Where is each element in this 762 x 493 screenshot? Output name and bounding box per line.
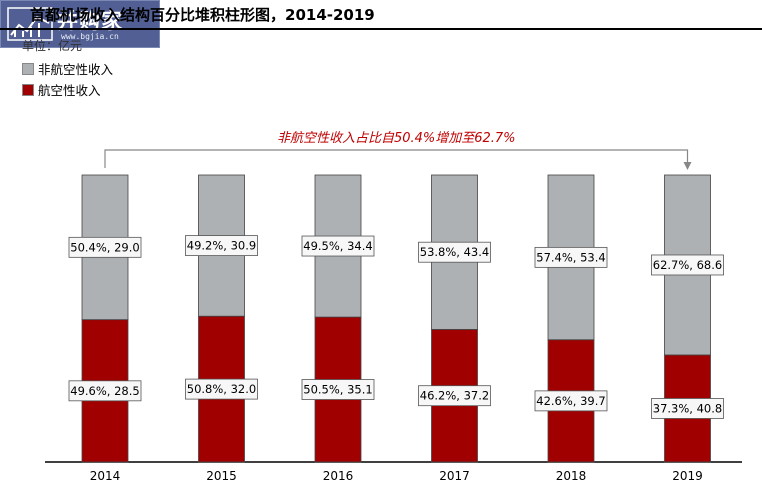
legend-item-aero: 航空性收入 <box>22 79 113 100</box>
legend-label-non-aero: 非航空性收入 <box>38 62 114 77</box>
data-label-box-non-aero <box>651 254 724 276</box>
unit-label: 单位：亿元 <box>22 39 83 53</box>
data-label-box-aero <box>651 398 724 419</box>
annotation-arrowhead <box>683 162 692 170</box>
data-label-box-aero <box>301 379 375 400</box>
x-tick-label: 2015 <box>206 469 237 483</box>
data-label-aero: 42.6%, 39.7 <box>536 394 605 408</box>
data-label-non-aero: 53.8%, 43.4 <box>420 245 489 259</box>
data-label-box-non-aero <box>301 235 375 257</box>
data-label-non-aero: 57.4%, 53.4 <box>536 250 605 264</box>
data-label-box-aero <box>185 378 258 400</box>
data-label-non-aero: 49.5%, 34.4 <box>303 239 372 253</box>
legend: 非航空性收入 航空性收入 <box>22 58 113 100</box>
data-label-box-aero <box>534 390 608 412</box>
x-tick-label: 2014 <box>90 469 121 483</box>
annotation-text: 非航空性收入占比自50.4%增加至62.7% <box>277 130 516 146</box>
data-label-aero: 46.2%, 37.2 <box>420 389 489 403</box>
annotation-bracket <box>104 149 689 168</box>
x-tick-label: 2018 <box>556 469 587 483</box>
data-label-aero: 49.6%, 28.5 <box>70 384 139 398</box>
data-label-non-aero: 62.7%, 68.6 <box>653 258 722 272</box>
data-label-aero: 37.3%, 40.8 <box>653 401 722 415</box>
data-label-aero: 50.5%, 35.1 <box>303 383 372 397</box>
data-label-box-aero <box>68 380 142 402</box>
page-title: 首都机场收入结构百分比堆积柱形图，2014-2019 <box>30 6 375 24</box>
data-label-box-non-aero <box>534 246 608 268</box>
data-label-box-non-aero <box>68 236 142 258</box>
legend-swatch-aero <box>22 83 34 96</box>
data-label-non-aero: 49.2%, 30.9 <box>187 239 256 253</box>
x-tick-label: 2017 <box>439 469 470 483</box>
legend-swatch-non-aero <box>22 62 34 75</box>
logo-subtext: www.bgjia.cn <box>61 32 119 41</box>
data-label-box-aero <box>418 385 491 407</box>
data-label-non-aero: 50.4%, 29.0 <box>70 240 139 254</box>
x-tick-label: 2016 <box>323 469 354 483</box>
data-label-aero: 50.8%, 32.0 <box>187 382 256 396</box>
x-tick-label: 2019 <box>672 469 703 483</box>
title-divider <box>0 28 762 30</box>
legend-item-non-aero: 非航空性收入 <box>22 58 113 79</box>
legend-label-aero: 航空性收入 <box>38 83 101 98</box>
data-label-box-non-aero <box>185 235 258 257</box>
data-label-box-non-aero <box>418 241 491 263</box>
